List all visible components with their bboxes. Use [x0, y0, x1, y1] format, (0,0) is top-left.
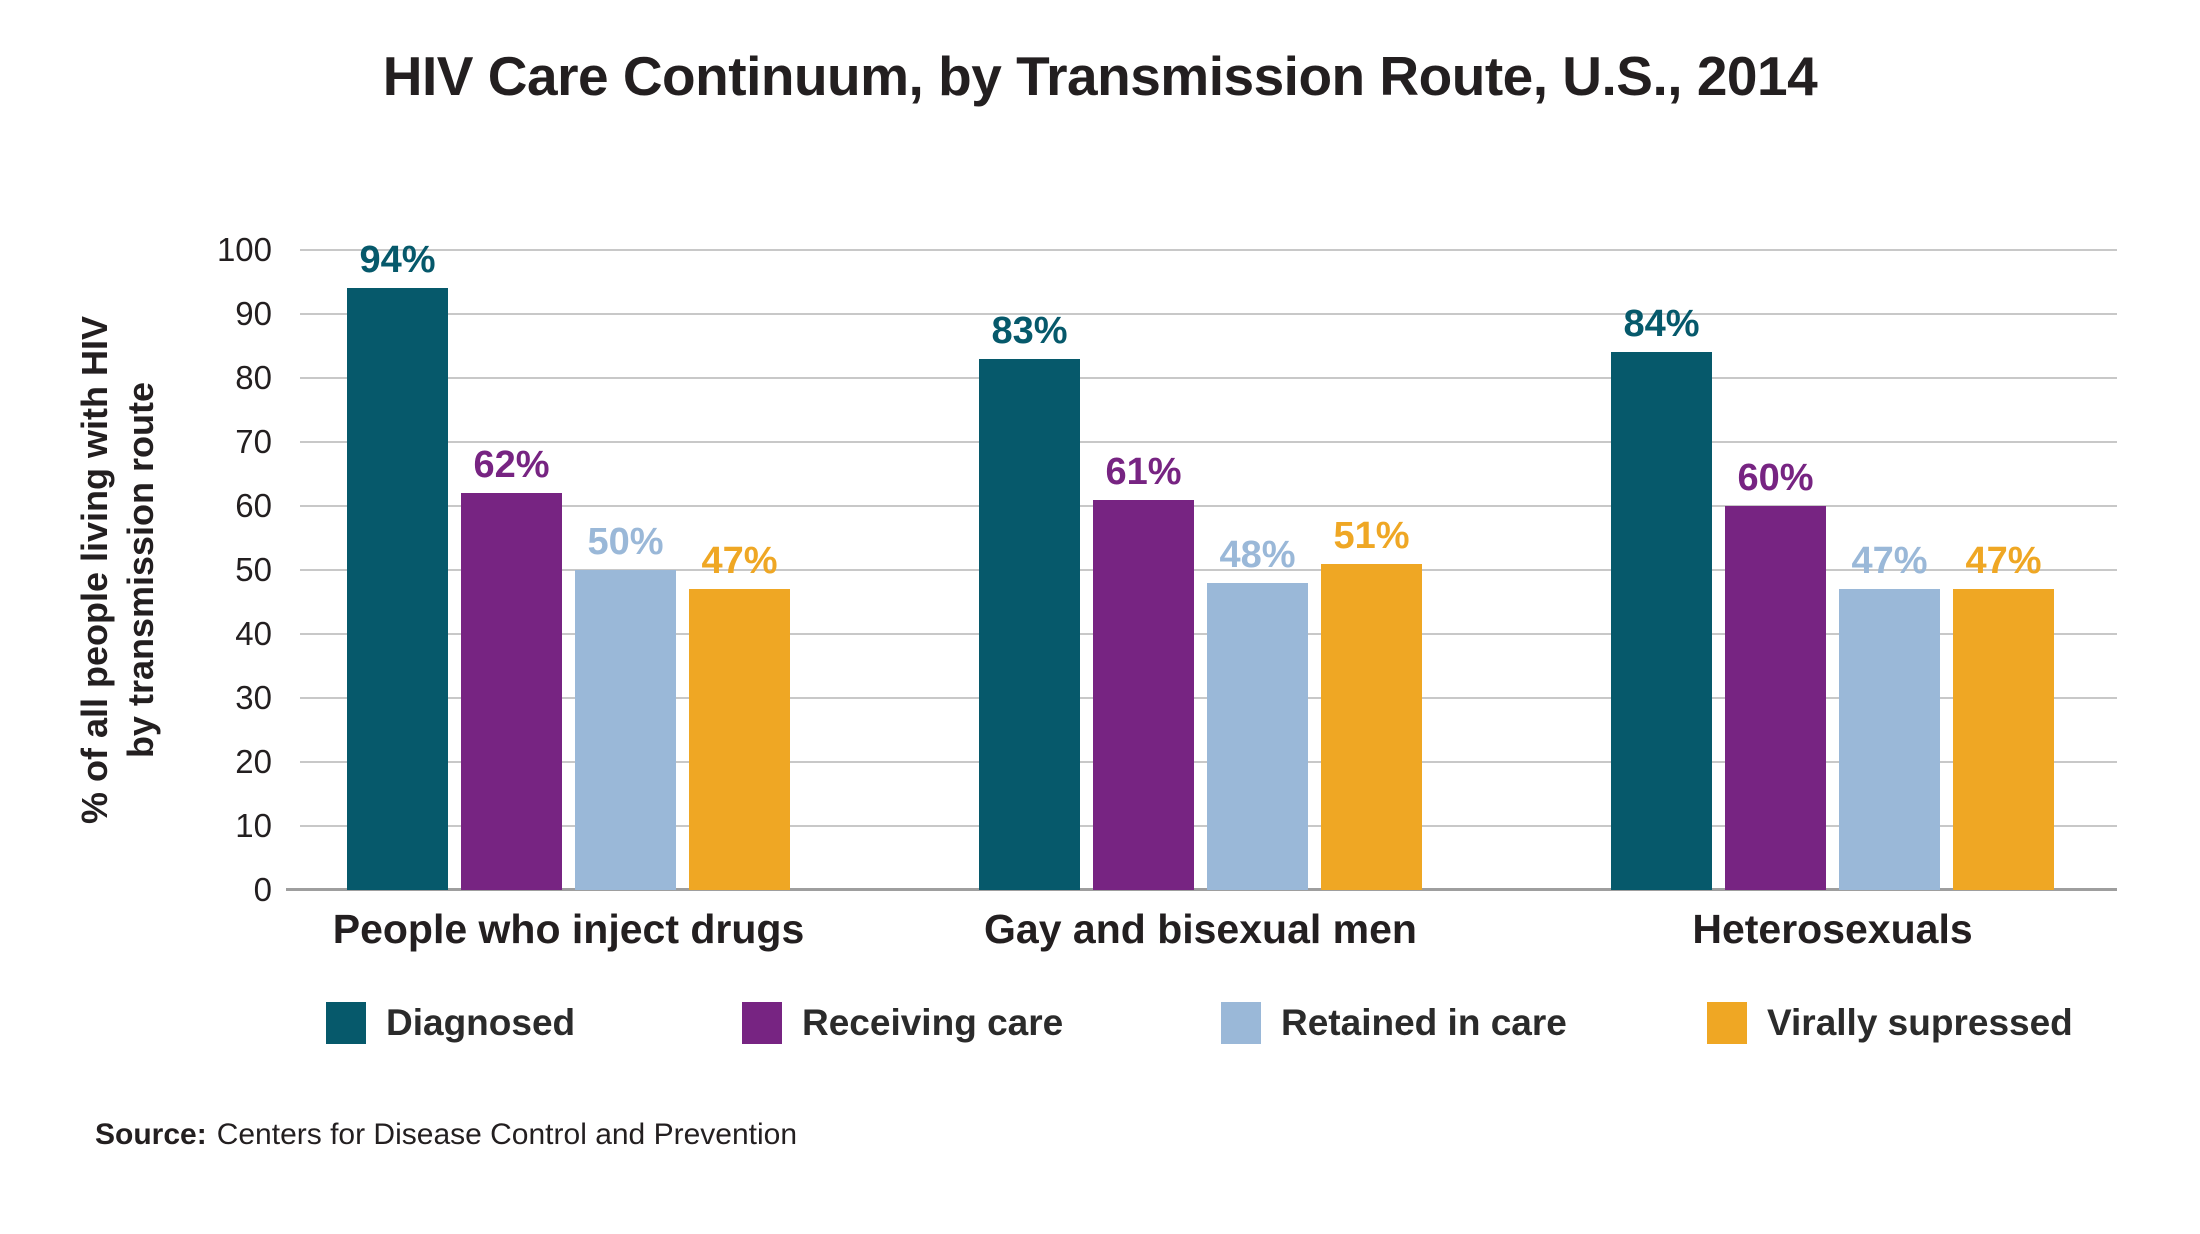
bar-value-label: 51%: [1333, 514, 1410, 557]
legend-label: Diagnosed: [386, 1002, 576, 1043]
plot-area: 0 10 20 30 40 50 60 70 80 90 100 94% 62% 50% 47% People…: [217, 233, 2117, 952]
bar-virally-supressed: 51%: [1321, 515, 1422, 890]
source-line: Source: Centers for Disease Control and P…: [95, 1118, 797, 1152]
legend-label: Retained in care: [1281, 1002, 1567, 1043]
y-tick-label-0: 0: [253, 871, 272, 908]
bar-diagnosed: 83%: [979, 310, 1080, 890]
legend-swatch-icon: [742, 1002, 782, 1044]
chart-title: HIV Care Continuum, by Transmission Rout…: [382, 45, 1818, 107]
y-tick-label-20: 20: [235, 743, 272, 780]
bar-value-label: 47%: [1965, 540, 2042, 583]
bar-virally-supressed: 47%: [689, 540, 790, 890]
gridline-70: [300, 441, 2117, 443]
category-label-gay-and-bisexual-men: Gay and bisexual men: [984, 906, 1417, 952]
legend-swatch-icon: [1221, 1002, 1261, 1044]
y-axis-title-line-1: % of all people living with HIV: [74, 315, 116, 825]
bar-value-label: 84%: [1623, 303, 1700, 346]
bar-value-label: 60%: [1737, 457, 1814, 499]
bar-diagnosed: 94%: [347, 239, 448, 890]
bar-value-label: 62%: [473, 444, 550, 487]
bar-diagnosed: 84%: [1611, 303, 1712, 890]
category-label-people-who-inject-drugs: People who inject drugs: [332, 906, 805, 952]
bar-groups: 94% 62% 50% 47% People who inject drugs 83% 61…: [300, 239, 2117, 952]
bar-group-people-who-inject-drugs: 94% 62% 50% 47% People who inject drugs: [333, 239, 805, 952]
y-tick-label-90: 90: [235, 295, 272, 332]
bar-value-label: 83%: [991, 309, 1068, 352]
gridline-80: [300, 377, 2117, 379]
bar-group-gay-and-bisexual-men: 83% 61% 48% 51% Gay and bisexual men: [979, 250, 1422, 952]
gridline-100: [300, 249, 2117, 251]
legend-item-virally-supressed: Virally supressed: [1707, 1002, 2073, 1044]
y-tick-label-60: 60: [235, 487, 272, 524]
x-axis-line: [286, 888, 2117, 891]
y-tick-label-40: 40: [235, 615, 272, 652]
y-axis-title: % of all people living with HIV by trans…: [58, 250, 178, 890]
bar-group-heterosexuals: 84% 60% 47% 47% Heterosexuals: [1611, 250, 2054, 952]
y-axis-title-text: % of all people living with HIV by trans…: [72, 316, 164, 824]
bar-retained-in-care: 48%: [1207, 534, 1308, 890]
bar-virally-supressed: 47%: [1953, 540, 2054, 890]
bar-value-label: 61%: [1105, 450, 1182, 493]
category-label-heterosexuals: Heterosexuals: [1692, 906, 1973, 952]
bar-value-label: 94%: [359, 239, 436, 282]
y-tick-label-100: 100: [216, 231, 272, 268]
bar-receiving-care: 62%: [461, 444, 562, 890]
legend: Diagnosed Receiving care Retained in care V…: [0, 1002, 2200, 1052]
bar-value-label: 50%: [587, 521, 664, 563]
bar-receiving-care: 61%: [1093, 451, 1194, 890]
y-tick-label-10: 10: [235, 807, 272, 844]
y-axis-title-line-2: by transmission route: [120, 381, 162, 759]
bar-value-label: 47%: [701, 540, 778, 583]
gridline-50: [300, 569, 2117, 571]
bar-receiving-care: 60%: [1725, 457, 1826, 890]
legend-swatch-icon: [326, 1002, 366, 1044]
bar-value-label: 47%: [1851, 540, 1928, 583]
legend-item-receiving-care: Receiving care: [742, 1002, 1063, 1044]
y-tick-label-50: 50: [235, 551, 272, 588]
gridline-90: [300, 313, 2117, 315]
legend-item-retained-in-care: Retained in care: [1221, 1002, 1567, 1044]
y-tick-label-80: 80: [235, 359, 272, 396]
legend-item-diagnosed: Diagnosed: [326, 1002, 575, 1044]
bar-value-label: 48%: [1219, 533, 1296, 576]
legend-label: Receiving care: [802, 1002, 1064, 1043]
gridline-60: [300, 505, 2117, 507]
source-text: Centers for Disease Control and Preventi…: [216, 1118, 798, 1151]
y-tick-label-30: 30: [235, 679, 272, 716]
legend-label: Virally supressed: [1767, 1002, 2073, 1043]
bar-retained-in-care: 47%: [1839, 540, 1940, 890]
legend-swatch-icon: [1707, 1002, 1747, 1044]
bar-retained-in-care: 50%: [575, 521, 676, 890]
y-tick-label-70: 70: [235, 423, 272, 460]
source-label: Source:: [95, 1118, 207, 1151]
